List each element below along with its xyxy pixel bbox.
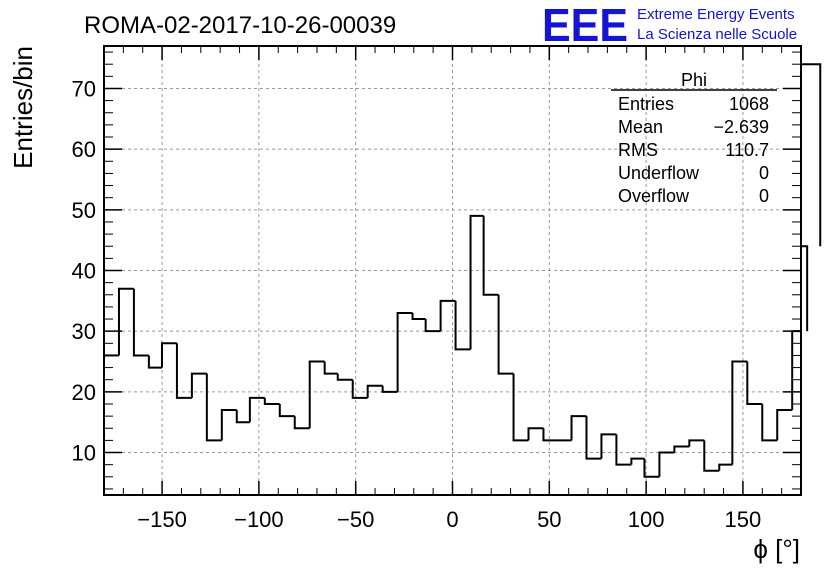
stats-row-label: Overflow xyxy=(618,186,690,206)
eee-logo-line2: La Scienza nelle Scuole xyxy=(637,26,797,43)
histogram-bin xyxy=(396,311,413,392)
stats-row-label: Mean xyxy=(618,117,663,137)
histogram-bin xyxy=(263,397,280,405)
histogram-bin xyxy=(801,245,809,332)
histogram-bin xyxy=(482,215,499,296)
y-tick-labels: 10 20 30 40 50 60 70 xyxy=(72,76,96,465)
histogram-bin xyxy=(615,434,632,466)
y-tick-label: 10 xyxy=(72,441,96,466)
y-tick-label: 40 xyxy=(72,259,96,284)
histogram-bin xyxy=(570,415,587,441)
eee-logo-line1: Extreme Energy Events xyxy=(637,6,795,23)
histogram-bin xyxy=(469,214,484,350)
stats-row-label: Underflow xyxy=(618,163,700,183)
y-tick-label: 20 xyxy=(72,380,96,405)
grid xyxy=(104,46,801,495)
histogram-bin xyxy=(278,403,295,418)
stats-row-value: 0 xyxy=(759,186,769,206)
histogram-bin xyxy=(600,433,617,459)
histogram-bin xyxy=(630,457,645,465)
histogram-bin xyxy=(746,361,763,405)
histogram-bin xyxy=(160,342,177,368)
eee-logo: EEE Extreme Energy Events La Scienza nel… xyxy=(542,0,797,51)
stats-row-label: RMS xyxy=(618,140,658,160)
histogram-bin xyxy=(454,300,471,351)
chart-title: ROMA-02-2017-10-26-00039 xyxy=(84,12,396,39)
histogram-bin xyxy=(439,299,456,332)
stats-rows: Entries 1068 Mean −2.639 RMS 110.7 Underflow 0 O… xyxy=(618,94,769,206)
histogram-bin xyxy=(293,416,310,430)
histogram-bin xyxy=(542,428,559,442)
x-axis-title: ϕ [°] xyxy=(753,534,800,564)
stats-row-value: 110.7 xyxy=(725,140,769,160)
y-axis-title: Entries/bin xyxy=(8,46,38,169)
x-tick-labels: −150 −100 −50 0 50 100 150 xyxy=(137,507,761,532)
stats-box-name: Phi xyxy=(681,70,707,90)
x-tick-label: 100 xyxy=(628,507,665,532)
y-tick-label: 30 xyxy=(72,319,96,344)
axis-ticks xyxy=(103,46,802,495)
histogram-bin xyxy=(205,373,222,442)
y-tick-label: 70 xyxy=(72,76,96,101)
histogram-bin xyxy=(220,409,237,441)
x-tick-label: −100 xyxy=(234,507,284,532)
histogram-bin xyxy=(776,409,793,441)
stats-box: Phi Entries 1068 Mean −2.639 RMS 110.7 Underfl… xyxy=(611,70,777,206)
stats-row-label: Entries xyxy=(618,94,674,114)
histogram-bin xyxy=(731,360,748,465)
histogram-bin xyxy=(323,361,338,375)
histogram-bin xyxy=(703,440,720,472)
histogram-bin xyxy=(235,410,250,424)
x-tick-label: 50 xyxy=(537,507,561,532)
y-tick-label: 60 xyxy=(72,137,96,162)
histogram-bin xyxy=(718,463,733,471)
y-tick-label: 50 xyxy=(72,198,96,223)
histogram-bin xyxy=(336,373,353,381)
eee-logo-mark: EEE xyxy=(542,0,628,51)
histogram-bin xyxy=(175,343,192,399)
stats-row-value: 0 xyxy=(759,163,769,183)
histogram-bin xyxy=(585,416,602,460)
x-tick-label: 150 xyxy=(725,507,762,532)
histogram-bin xyxy=(308,360,325,429)
histogram-bin xyxy=(147,355,162,369)
x-tick-label: −50 xyxy=(337,507,374,532)
histogram-bin xyxy=(643,458,660,478)
histogram-bin xyxy=(527,427,544,441)
x-tick-label: −150 xyxy=(137,507,187,532)
histogram-bin xyxy=(497,294,514,375)
histogram-bin xyxy=(190,372,207,398)
histogram-bin xyxy=(801,63,822,247)
histogram-bin xyxy=(351,379,368,399)
histogram-bin xyxy=(761,403,778,442)
histogram-bin xyxy=(512,373,529,442)
histogram-bin xyxy=(381,385,398,393)
histogram-bin xyxy=(366,384,383,398)
histogram-bin xyxy=(248,396,265,423)
histogram-bin xyxy=(424,319,441,333)
histogram-bin xyxy=(673,445,690,453)
histogram-bin xyxy=(658,451,675,477)
x-tick-label: 0 xyxy=(446,507,458,532)
histogram-bars xyxy=(104,63,822,478)
stats-row-value: −2.639 xyxy=(713,117,769,137)
histogram-bin xyxy=(411,312,426,321)
stats-row-value: 1068 xyxy=(729,94,769,114)
histogram-bin xyxy=(117,287,134,356)
histogram-bin xyxy=(688,439,705,447)
histogram-bin xyxy=(132,288,149,357)
